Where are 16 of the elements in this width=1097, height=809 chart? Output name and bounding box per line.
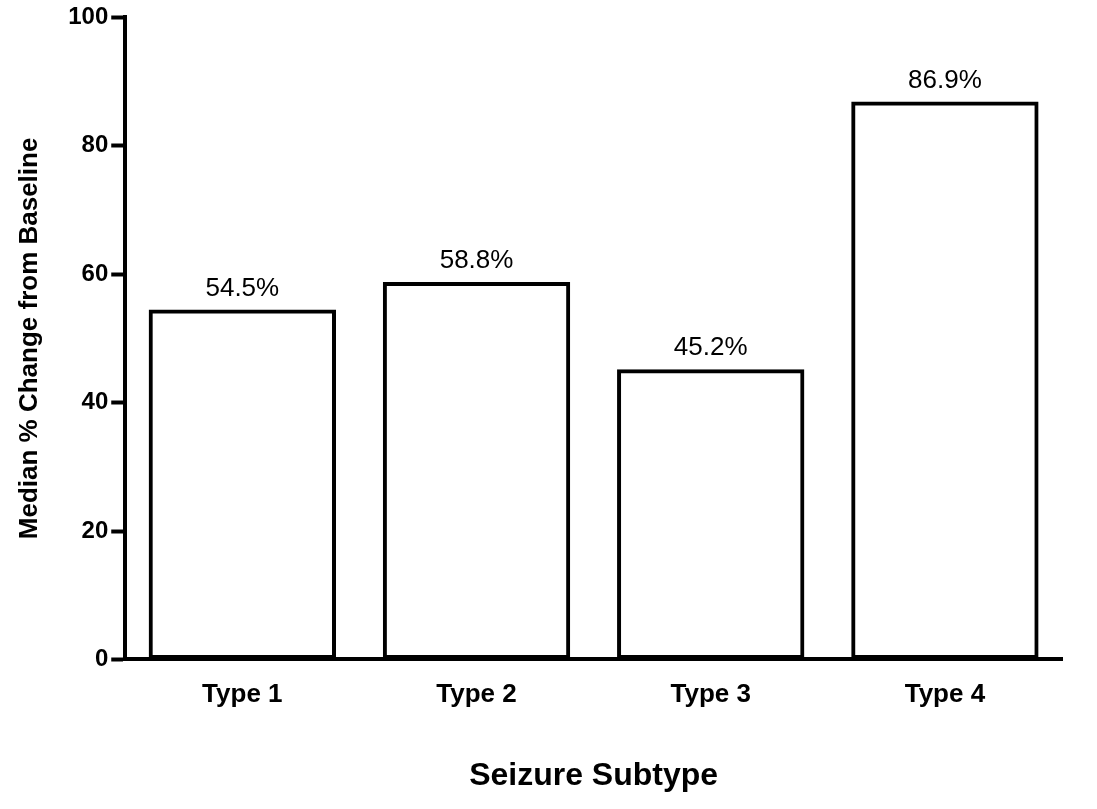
x-tick-label: Type 2 — [436, 678, 517, 709]
y-tick-label: 40 — [81, 387, 109, 415]
y-tick-label: 80 — [81, 130, 109, 158]
data-label: 58.8% — [439, 244, 514, 275]
x-tick-label: Type 4 — [904, 678, 986, 709]
y-tick-label: 100 — [68, 2, 109, 30]
x-axis-title: Seizure Subtype — [469, 755, 719, 792]
data-label: 54.5% — [205, 271, 280, 302]
x-tick-label: Type 3 — [670, 678, 751, 709]
y-axis-title: Median % Change from Baseline — [12, 137, 43, 540]
x-tick-label: Type 1 — [202, 678, 283, 709]
data-label: 45.2% — [673, 331, 748, 362]
data-label: 86.9% — [908, 63, 982, 94]
y-tick-label: 0 — [94, 644, 109, 672]
y-tick-label: 60 — [81, 258, 109, 286]
y-tick-label: 20 — [81, 515, 109, 543]
